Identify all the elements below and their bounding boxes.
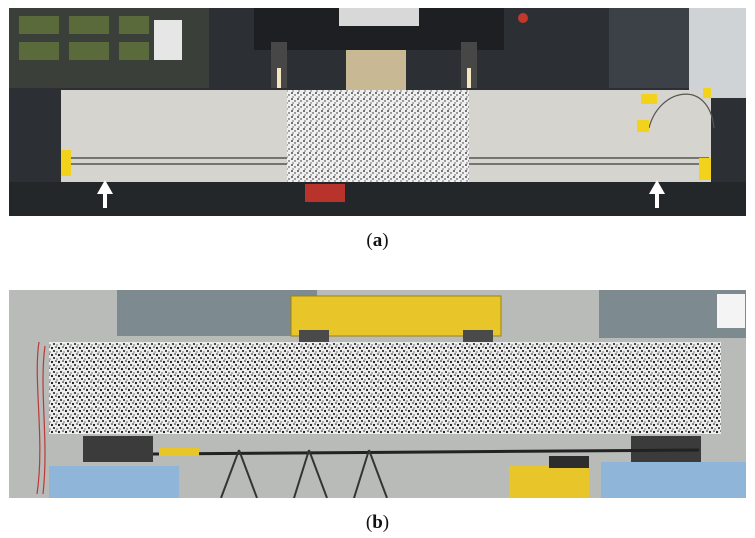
- machine-base: [346, 50, 406, 90]
- speckle-pattern-region: [287, 90, 469, 182]
- light-left: [277, 68, 281, 88]
- support-left: [83, 436, 153, 462]
- yellow-table: [509, 466, 589, 498]
- sensor-wires-left: [36, 341, 46, 495]
- support-arrow-left: [97, 180, 113, 208]
- blue-support-block-left: [49, 466, 179, 498]
- reference-bar: [152, 448, 700, 456]
- caption-a: (a): [366, 230, 389, 251]
- light-right: [467, 68, 471, 88]
- load-point-left: [271, 42, 287, 88]
- warning-sign: [717, 294, 745, 328]
- blue-support-block-right: [601, 462, 746, 498]
- floor-area: [9, 182, 746, 216]
- speckled-beam: [49, 342, 721, 434]
- yellow-tape-markers: [61, 88, 711, 180]
- yellow-clamp: [159, 448, 199, 456]
- beam-test-photo-a: [9, 8, 746, 216]
- notice-paper: [154, 20, 182, 60]
- camera-tripods: [220, 449, 388, 498]
- loading-plate-right: [463, 330, 493, 344]
- load-cell: [339, 8, 419, 26]
- emergency-stop: [518, 13, 528, 23]
- support-arrow-right: [649, 180, 665, 208]
- photo-panel-b: [9, 290, 746, 498]
- sensor-wire: [648, 93, 715, 129]
- control-panel-switches: [19, 16, 149, 60]
- lab-window-right: [609, 8, 689, 88]
- loading-plate-left: [299, 330, 329, 344]
- laptop: [549, 456, 589, 468]
- load-point-right: [461, 42, 477, 88]
- red-cable: [305, 184, 345, 202]
- lab-wall-right: [689, 8, 746, 98]
- beam-test-photo-b: [9, 290, 746, 498]
- photo-panel-a: [9, 8, 746, 216]
- yellow-loading-frame: [290, 295, 502, 337]
- caption-b: (b): [365, 512, 390, 533]
